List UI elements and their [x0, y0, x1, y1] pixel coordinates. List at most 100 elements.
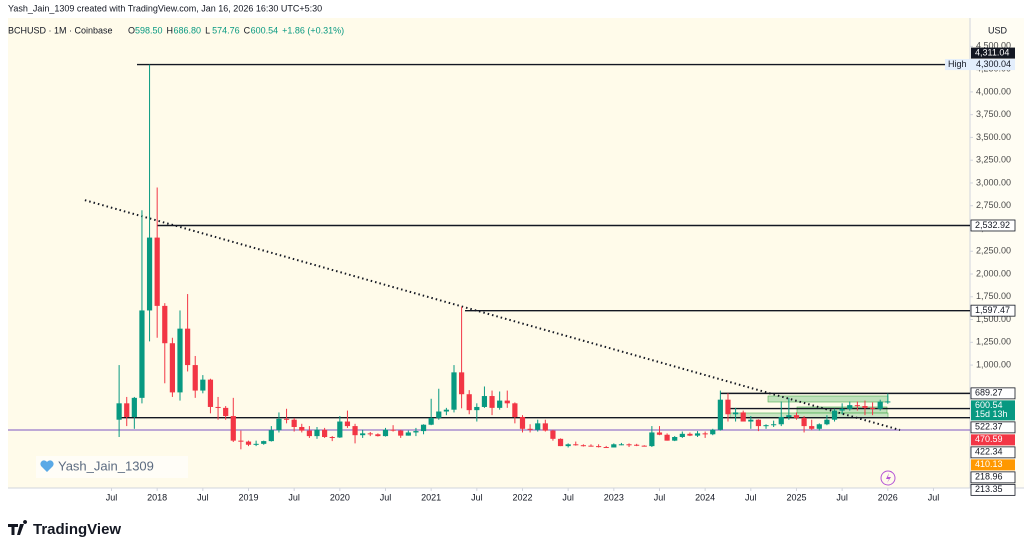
candle-body [428, 417, 434, 425]
candle-body [786, 415, 792, 417]
ohlc-key: C [244, 25, 251, 35]
candle-body [588, 445, 594, 447]
high-label-value: 4,300.04 [976, 59, 1011, 69]
x-tick-label: 2018 [147, 492, 167, 502]
candle-body [375, 434, 381, 437]
candle-body [824, 419, 830, 425]
candle-body [306, 430, 312, 437]
ohlc-key: O [128, 25, 135, 35]
candle-body [717, 399, 723, 430]
ohlc-value: 600.54 [251, 25, 279, 35]
candle-body [725, 399, 731, 415]
y-tick-label: 1,500.00 [976, 314, 1011, 324]
price-label-box [970, 446, 1016, 459]
candle-body [550, 430, 556, 439]
price-label-box [970, 471, 1016, 484]
candle-body [207, 379, 214, 407]
x-tick-label: 2019 [238, 492, 258, 502]
candle-body [261, 441, 267, 444]
candle-body [869, 407, 876, 409]
candle-body [329, 437, 335, 439]
candle-body [230, 416, 236, 441]
x-tick-label: 2025 [786, 492, 806, 502]
y-tick-label: 1,000.00 [976, 359, 1011, 369]
candle-body [398, 430, 404, 436]
candle-body [367, 433, 373, 435]
candle-body [238, 440, 244, 442]
candle-body [146, 237, 153, 311]
high-label-text: High [948, 59, 967, 69]
price-label: 1,597.47 [975, 305, 1010, 315]
price-label-box [970, 219, 1016, 232]
heart-icon [40, 460, 54, 472]
candle-body [139, 310, 145, 398]
candle-body [649, 432, 655, 447]
price-label: 422.34 [975, 447, 1003, 457]
candle-body [253, 443, 259, 445]
ohlc-value: 686.80 [174, 25, 202, 35]
x-tick-label: Jul [471, 492, 483, 502]
candle-body [641, 445, 647, 447]
candle-body [755, 419, 762, 427]
candle-body [611, 444, 617, 448]
y-tick-label: 3,500.00 [976, 132, 1011, 142]
price-label: 600.54 [975, 400, 1003, 410]
candle-body [565, 444, 571, 447]
x-tick-label: 2024 [695, 492, 715, 502]
candle-body [489, 396, 495, 408]
candle-body [801, 417, 807, 427]
candle-body [763, 425, 769, 427]
price-label-box [970, 421, 1016, 434]
candle-body [847, 405, 853, 409]
candle-body [854, 405, 860, 407]
candle-body [474, 406, 480, 411]
candle-body [481, 396, 488, 407]
candle-body [748, 419, 754, 422]
candle-body [405, 432, 411, 436]
price-label: 4,311.04 [975, 47, 1009, 57]
x-tick-label: 2026 [878, 492, 898, 502]
symbol: BCHUSD · 1M · Coinbase [8, 25, 113, 35]
x-tick-label: Jul [106, 492, 118, 502]
candle-body [656, 432, 663, 435]
candle-body [436, 411, 442, 418]
candle-body [618, 444, 625, 446]
candle-body [451, 372, 457, 410]
candle-body [535, 423, 541, 430]
candle-body [702, 433, 708, 435]
candle-body [223, 407, 229, 417]
logo-text: TradingView [33, 521, 121, 538]
x-tick-label: Jul [836, 492, 848, 502]
candle-body [603, 447, 609, 449]
candle-body [459, 372, 465, 395]
x-tick-label: Jul [928, 492, 940, 502]
y-tick-label: 3,000.00 [976, 177, 1011, 187]
candle-body [314, 429, 320, 437]
trendline [84, 199, 901, 431]
candle-body [352, 426, 358, 436]
y-tick-label: 4,000.00 [976, 86, 1011, 96]
candle-body [291, 419, 297, 427]
candle-body [793, 415, 800, 418]
candle-body [885, 401, 891, 403]
candle-body [595, 446, 602, 448]
candle-body [420, 424, 427, 432]
x-tick-label: Jul [288, 492, 300, 502]
price-label: 2,532.92 [975, 220, 1010, 230]
candle-body [200, 379, 206, 391]
candle-body [672, 437, 678, 441]
y-tick-label: 1,750.00 [976, 291, 1011, 301]
candle-body [687, 433, 693, 436]
candle-body [169, 343, 175, 393]
candle-body [360, 433, 366, 436]
candle-body [413, 431, 419, 433]
candle-body [185, 328, 191, 366]
price-label: 522.37 [975, 422, 1003, 432]
price-label-box [971, 400, 1015, 421]
y-tick-label: 3,750.00 [976, 109, 1011, 119]
candle-body [877, 401, 883, 409]
candle-body [192, 365, 198, 391]
candle-body [154, 237, 160, 306]
candle-body [245, 441, 252, 445]
